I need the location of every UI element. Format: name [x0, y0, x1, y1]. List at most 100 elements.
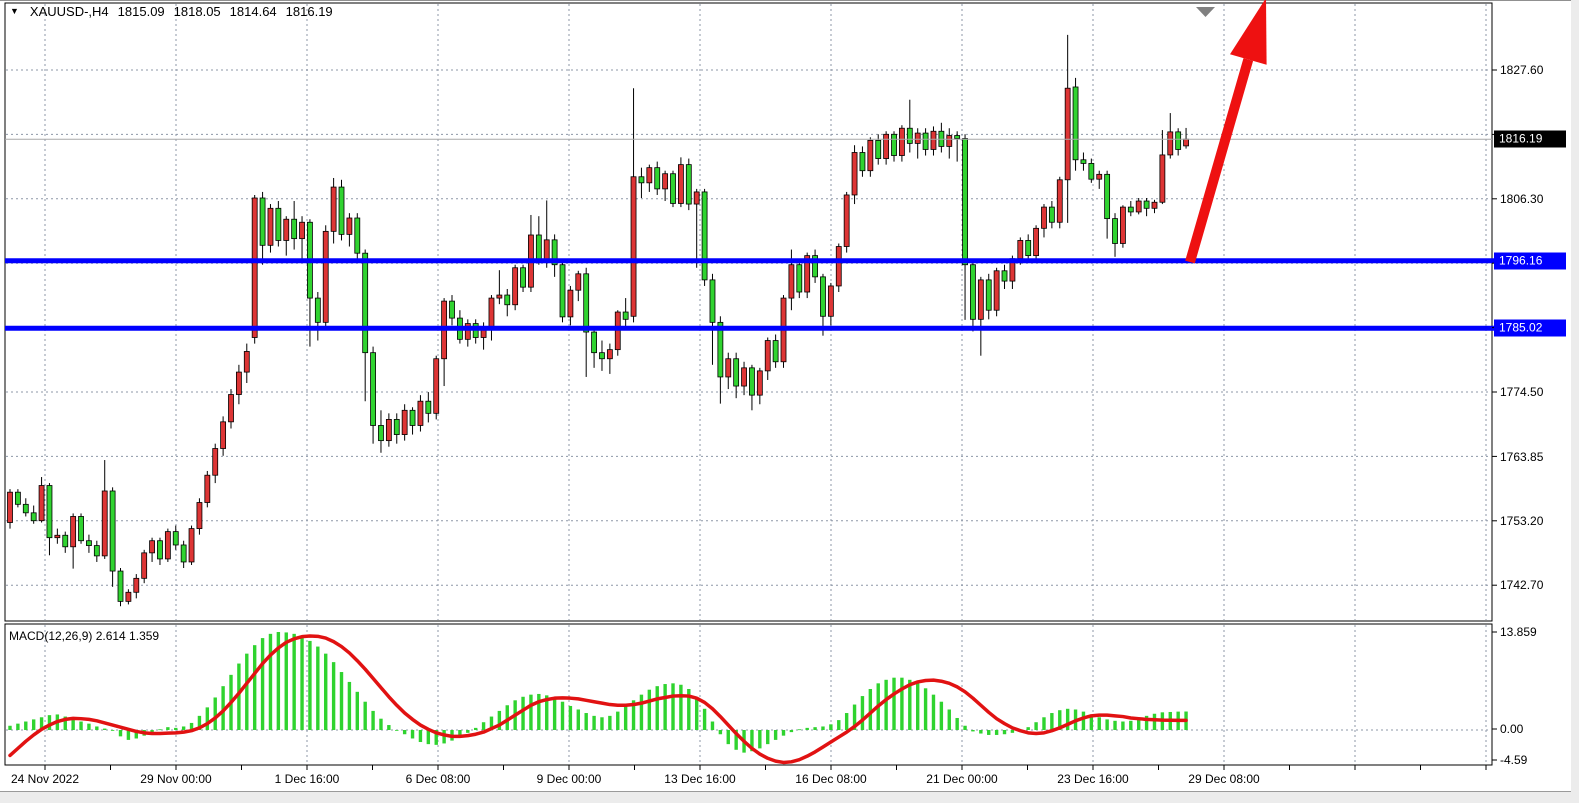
macd-histogram-bar [466, 730, 470, 733]
macd-histogram-bar [773, 730, 778, 740]
time-axis-label: 29 Dec 08:00 [1188, 772, 1260, 786]
candle-body [583, 273, 590, 333]
candle-body [409, 409, 416, 426]
macd-histogram-bar [623, 705, 628, 730]
macd-histogram-bar [1050, 713, 1054, 730]
trend-arrow-shaft[interactable] [1185, 58, 1254, 264]
macd-histogram-bar [868, 688, 873, 730]
time-axis-label: 29 Nov 00:00 [140, 772, 212, 786]
chart-shift-marker-icon[interactable] [1196, 7, 1215, 17]
macd-histogram-bar [521, 696, 525, 730]
candle-body [14, 491, 21, 505]
candle-body [741, 367, 747, 387]
macd-histogram-bar [473, 727, 478, 730]
macd-histogram-bar [994, 730, 999, 735]
macd-histogram-bar [734, 730, 738, 750]
candle-body [1017, 240, 1024, 260]
candle-body [520, 267, 526, 288]
macd-histogram-bar [963, 725, 967, 730]
macd-histogram-bar [694, 697, 699, 730]
bar-high-value: 1818.05 [173, 3, 221, 19]
candle-body [638, 176, 645, 184]
macd-histogram-bar [387, 725, 391, 730]
macd-histogram-bar [71, 718, 75, 730]
bar-open-value: 1815.09 [117, 3, 165, 19]
macd-histogram-bar [497, 710, 502, 730]
candle-body [875, 139, 882, 159]
candle-body [1072, 86, 1079, 161]
macd-histogram-bar [852, 704, 857, 730]
macd-histogram-bar [79, 721, 83, 730]
macd-histogram-bar [197, 715, 202, 730]
candle-body [346, 217, 353, 235]
candle-body [804, 255, 811, 293]
candle-body [1151, 201, 1158, 209]
candle-body [985, 279, 992, 311]
macd-histogram-bar [600, 717, 604, 730]
macd-histogram-bar [268, 633, 273, 730]
symbol-dropdown-icon[interactable]: ▼ [10, 6, 19, 16]
macd-histogram-bar [1002, 730, 1007, 735]
macd-histogram-bar [687, 688, 691, 730]
candle-body [725, 358, 732, 378]
candle-body [354, 217, 361, 254]
candle-body [962, 138, 968, 266]
candle-body [220, 421, 227, 449]
macd-histogram-bar [284, 632, 288, 730]
trend-arrow-head[interactable] [1230, 0, 1267, 65]
macd-histogram-bar [1058, 710, 1062, 730]
macd-histogram-bar [134, 730, 138, 739]
macd-histogram-bar [1089, 714, 1094, 730]
macd-histogram-bar [955, 717, 959, 730]
macd-histogram-bar [339, 672, 344, 730]
candle-body [504, 294, 511, 306]
macd-histogram-bar [126, 730, 131, 740]
candle-body [93, 545, 100, 557]
candle-body [914, 132, 921, 144]
macd-histogram-bar [923, 688, 928, 730]
candle-body [314, 297, 321, 323]
macd-histogram-bar [489, 716, 494, 730]
time-axis-label: 16 Dec 08:00 [795, 772, 867, 786]
main-panel-border [4, 2, 1493, 622]
macd-histogram-bar [568, 705, 573, 730]
macd-histogram-bar [174, 727, 178, 730]
macd-histogram-bar [95, 726, 99, 730]
candle-body [827, 285, 834, 317]
candle-body [378, 425, 384, 442]
candle-body [1112, 218, 1118, 244]
bar-close-value: 1816.19 [285, 3, 333, 19]
time-axis-label: 23 Dec 16:00 [1057, 772, 1129, 786]
macd-histogram-bar [110, 730, 115, 731]
macd-histogram-bar [31, 719, 36, 730]
candle-body [954, 135, 961, 139]
candle-body [599, 352, 605, 360]
macd-histogram-bar [537, 693, 541, 730]
macd-histogram-bar [402, 730, 407, 735]
macd-histogram-bar [1081, 711, 1086, 730]
candle-body [417, 400, 424, 426]
candle-body [859, 152, 866, 172]
macd-histogram-bar [379, 718, 383, 730]
candle-body [188, 528, 195, 563]
macd-histogram-bar [1105, 719, 1109, 730]
macd-histogram-bar [971, 730, 975, 732]
macd-histogram-bar [1097, 717, 1101, 730]
macd-histogram-bar [166, 727, 170, 730]
candle-body [812, 255, 818, 278]
macd-histogram-bar [758, 730, 762, 749]
macd-histogram-bar [213, 697, 217, 730]
macd-histogram-bar [418, 730, 423, 743]
candle-body [78, 516, 84, 542]
macd-histogram-bar [608, 715, 612, 730]
macd-histogram-bar [939, 701, 944, 730]
macd-histogram-bar [892, 677, 896, 730]
macd-histogram-bar [1129, 720, 1133, 730]
macd-histogram-bar [639, 694, 644, 730]
candle-body [559, 264, 566, 318]
time-axis-label: 9 Dec 00:00 [536, 772, 602, 786]
macd-histogram-bar [158, 729, 162, 731]
macd-histogram-bar [410, 730, 415, 739]
macd-histogram-bar [505, 705, 509, 730]
